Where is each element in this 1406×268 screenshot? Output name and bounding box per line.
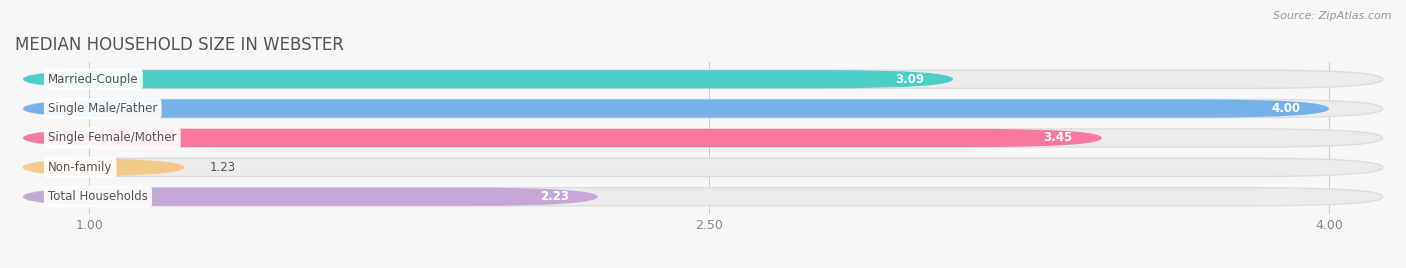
Text: Non-family: Non-family (48, 161, 112, 174)
Text: 2.23: 2.23 (540, 190, 568, 203)
FancyBboxPatch shape (24, 158, 1382, 176)
FancyBboxPatch shape (24, 188, 598, 206)
Text: 4.00: 4.00 (1271, 102, 1301, 115)
FancyBboxPatch shape (24, 129, 1102, 147)
Text: 1.23: 1.23 (209, 161, 235, 174)
Text: Married-Couple: Married-Couple (48, 73, 139, 86)
Text: 3.45: 3.45 (1043, 132, 1073, 144)
FancyBboxPatch shape (24, 99, 1329, 118)
FancyBboxPatch shape (24, 158, 184, 176)
Text: Single Male/Father: Single Male/Father (48, 102, 157, 115)
Text: Single Female/Mother: Single Female/Mother (48, 132, 177, 144)
Text: Total Households: Total Households (48, 190, 148, 203)
Text: 3.09: 3.09 (896, 73, 924, 86)
FancyBboxPatch shape (24, 188, 1382, 206)
FancyBboxPatch shape (24, 99, 1382, 118)
Text: Source: ZipAtlas.com: Source: ZipAtlas.com (1274, 11, 1392, 21)
Text: MEDIAN HOUSEHOLD SIZE IN WEBSTER: MEDIAN HOUSEHOLD SIZE IN WEBSTER (15, 36, 344, 54)
FancyBboxPatch shape (24, 70, 1382, 88)
FancyBboxPatch shape (24, 129, 1382, 147)
FancyBboxPatch shape (24, 70, 953, 88)
